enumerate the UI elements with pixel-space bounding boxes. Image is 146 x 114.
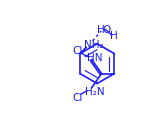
Text: Cl: Cl (72, 92, 83, 102)
Text: HN: HN (87, 52, 103, 62)
Text: Cl: Cl (72, 46, 83, 56)
Text: H: H (110, 31, 118, 41)
Text: H₂N: H₂N (85, 86, 105, 96)
Text: NH₂: NH₂ (84, 39, 103, 49)
Text: O: O (102, 25, 110, 35)
Text: H: H (97, 25, 104, 35)
